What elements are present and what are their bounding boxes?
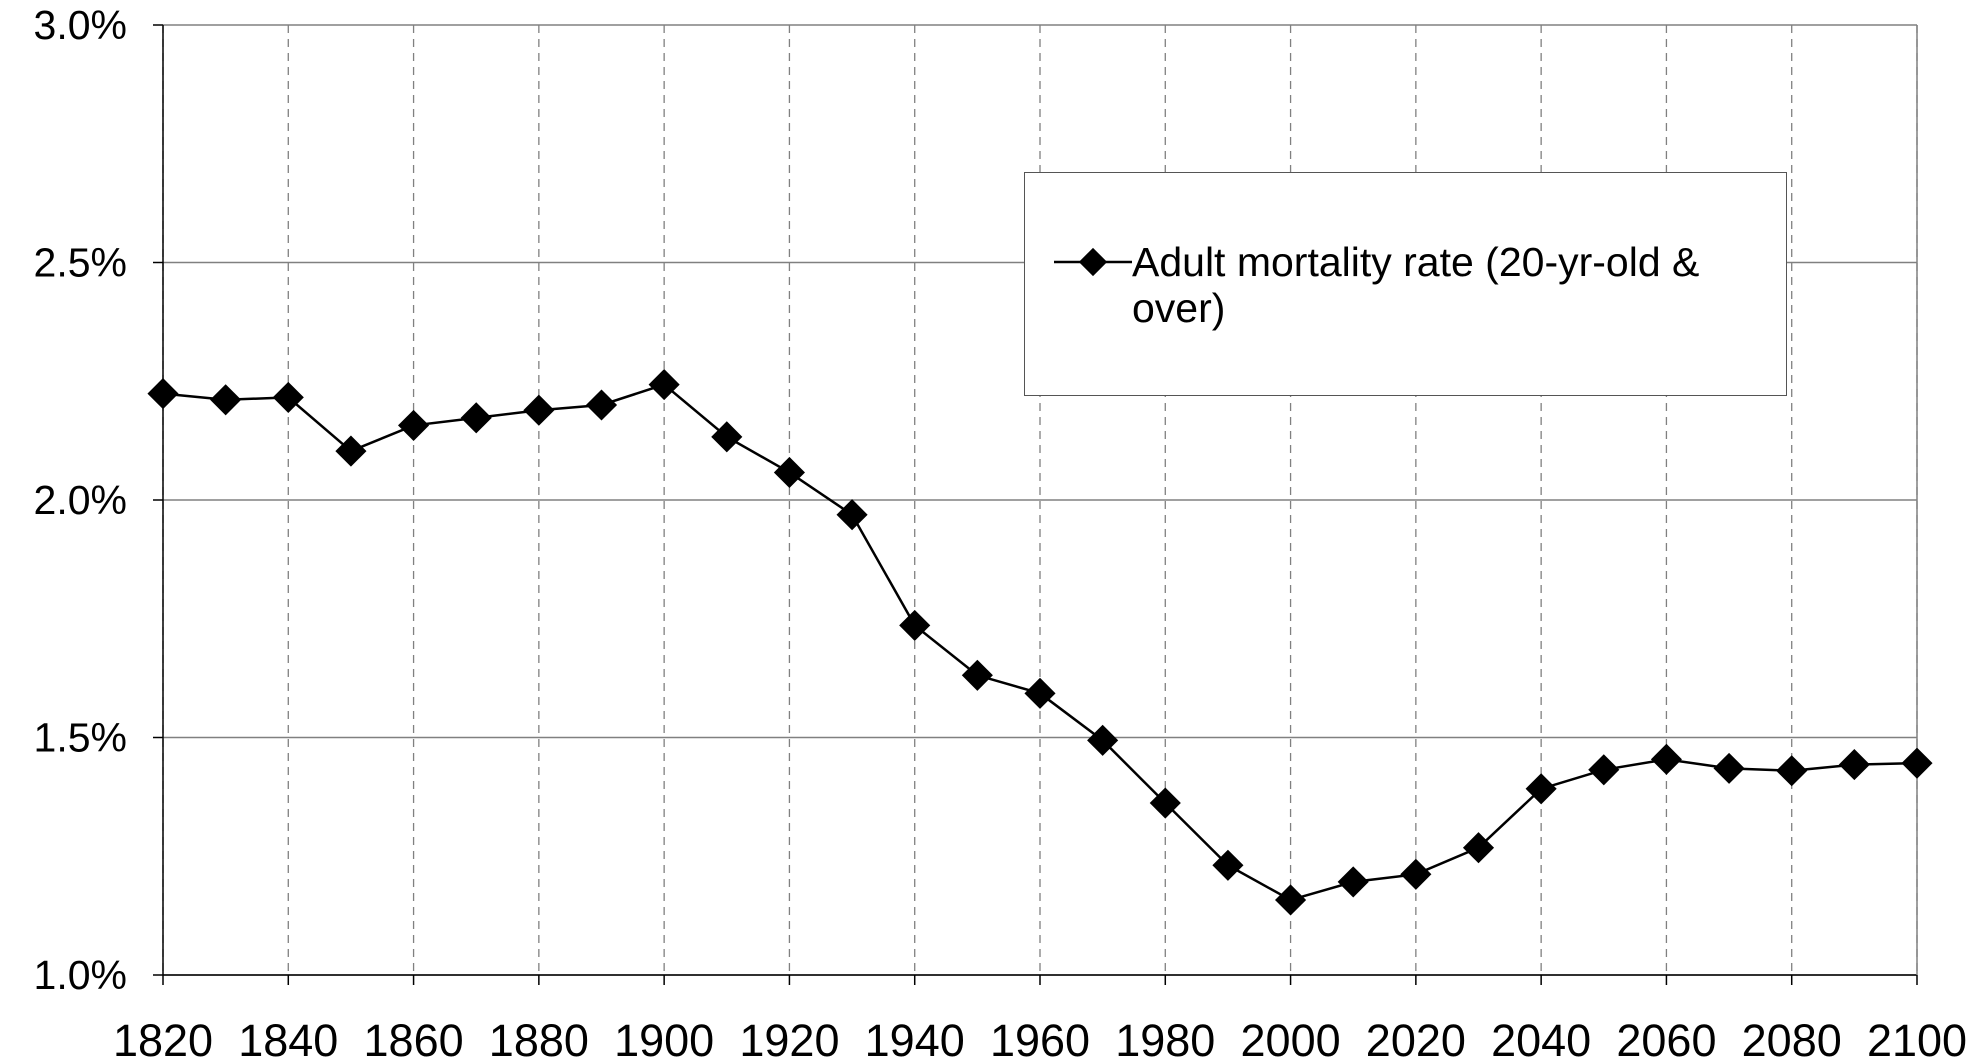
marker bbox=[210, 384, 242, 416]
x-tick-label: 2080 bbox=[1742, 1015, 1842, 1062]
x-tick-label: 2060 bbox=[1616, 1015, 1716, 1062]
marker bbox=[1337, 866, 1369, 898]
marker bbox=[147, 378, 179, 410]
legend-symbol bbox=[1054, 247, 1132, 277]
x-tick-label: 2020 bbox=[1366, 1015, 1466, 1062]
x-tick-label: 1820 bbox=[113, 1015, 213, 1062]
marker bbox=[711, 421, 743, 453]
marker bbox=[1650, 743, 1682, 775]
y-tick-label: 1.0% bbox=[34, 952, 127, 998]
marker bbox=[460, 402, 492, 434]
marker bbox=[899, 609, 931, 641]
x-tick-label: 1940 bbox=[865, 1015, 965, 1062]
x-tick-label: 1920 bbox=[739, 1015, 839, 1062]
x-tick-label: 1960 bbox=[990, 1015, 1090, 1062]
marker bbox=[1400, 858, 1432, 890]
x-tick-label: 1860 bbox=[364, 1015, 464, 1062]
marker bbox=[1588, 754, 1620, 786]
x-tick-label: 2100 bbox=[1867, 1015, 1967, 1062]
marker bbox=[1713, 752, 1745, 784]
legend-label: Adult mortality rate (20-yr-old & over) bbox=[1132, 239, 1700, 331]
x-tick-label: 2000 bbox=[1241, 1015, 1341, 1062]
y-tick-label: 1.5% bbox=[34, 715, 127, 761]
x-tick-label: 1880 bbox=[489, 1015, 589, 1062]
marker bbox=[523, 394, 555, 426]
x-tick-label: 1840 bbox=[238, 1015, 338, 1062]
y-tick-label: 2.5% bbox=[34, 240, 127, 286]
marker bbox=[1901, 747, 1933, 779]
x-tick-label: 1900 bbox=[614, 1015, 714, 1062]
x-tick-label: 1980 bbox=[1115, 1015, 1215, 1062]
legend: Adult mortality rate (20-yr-old & over) bbox=[1024, 172, 1787, 396]
marker bbox=[585, 389, 618, 421]
marker bbox=[398, 409, 430, 441]
x-tick-label: 2040 bbox=[1491, 1015, 1591, 1062]
y-tick-label: 3.0% bbox=[34, 2, 127, 48]
marker bbox=[1776, 755, 1808, 787]
marker bbox=[961, 659, 993, 691]
marker bbox=[272, 381, 304, 413]
marker bbox=[836, 499, 868, 531]
marker bbox=[648, 369, 680, 401]
marker bbox=[1275, 884, 1307, 916]
marker bbox=[773, 456, 805, 489]
marker bbox=[335, 435, 367, 467]
y-tick-label: 2.0% bbox=[34, 477, 127, 523]
marker bbox=[1024, 677, 1056, 709]
marker bbox=[1838, 749, 1870, 781]
